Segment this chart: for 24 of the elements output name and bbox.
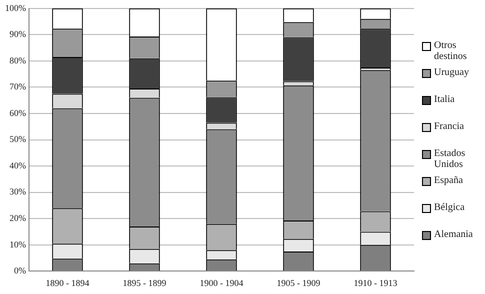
y-tick-label: 80% <box>9 55 26 66</box>
legend-label: Alemania <box>434 229 473 240</box>
legend-label: España <box>434 175 463 186</box>
legend-label: Italia <box>434 94 455 105</box>
x-tick-label: 1905 - 1909 <box>276 278 321 288</box>
y-tick-label: 30% <box>9 186 26 197</box>
y-tick-label: 70% <box>9 82 26 92</box>
legend-label: Estados Unidos <box>434 148 466 170</box>
x-tick-label: 1890 - 1894 <box>46 278 90 288</box>
text: Otros destinos <box>434 40 468 62</box>
y-tick-label: 50% <box>9 134 26 144</box>
y-tick-label: 60% <box>9 108 26 118</box>
y-tick-label: 10% <box>9 239 26 250</box>
x-tick-label: 1900 - 1904 <box>200 278 244 288</box>
legend-label: Bélgica <box>434 202 465 213</box>
y-tick-label: 40% <box>9 160 26 170</box>
legend-label: Uruguay <box>434 67 469 78</box>
legend-label: Francia <box>434 121 464 132</box>
y-tick-label: 90% <box>9 29 26 40</box>
y-tick-label: 20% <box>9 213 26 223</box>
y-tick-label: 0% <box>14 266 26 276</box>
x-tick-label: 1895 - 1899 <box>122 278 167 288</box>
y-tick-label: 100% <box>4 2 26 13</box>
x-tick-label: 1910 - 1913 <box>354 278 398 288</box>
